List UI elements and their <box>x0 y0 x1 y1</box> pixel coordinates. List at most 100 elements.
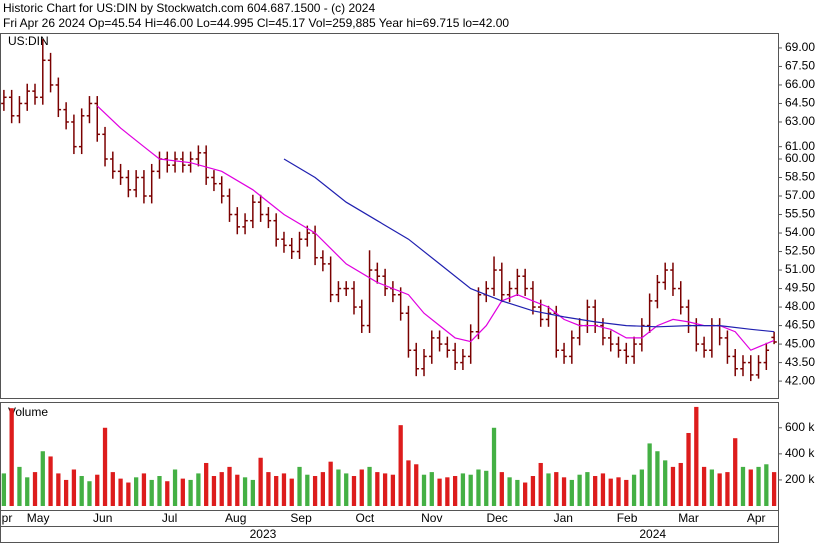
y-tick-label: 60.00 <box>785 151 815 165</box>
volume-bar <box>686 432 691 506</box>
volume-bar <box>258 457 263 506</box>
y-tick-label: 600 k <box>785 420 815 434</box>
volume-bar <box>188 479 193 506</box>
volume-bar <box>740 466 746 506</box>
volume-bar <box>79 476 84 506</box>
x-tick-label: Apr <box>747 511 766 525</box>
volume-bar <box>118 478 123 506</box>
volume-bar <box>624 479 629 506</box>
volume-bar <box>250 479 255 506</box>
volume-bar <box>709 469 715 506</box>
volume-bar <box>87 481 92 506</box>
volume-bar <box>134 477 139 506</box>
volume-bar <box>670 466 676 506</box>
volume-bar <box>266 472 271 506</box>
volume-bar <box>172 469 178 506</box>
volume-bar <box>344 473 349 506</box>
volume-bar <box>9 408 14 506</box>
volume-bar <box>484 470 489 506</box>
y-tick-label: 61.00 <box>785 139 815 153</box>
volume-bar <box>165 481 170 506</box>
x-tick-label: Dec <box>486 511 507 525</box>
volume-bar <box>211 476 217 506</box>
y-tick-label: 58.50 <box>785 170 815 184</box>
volume-bar <box>141 473 147 506</box>
x-tick-label: Aug <box>225 511 246 525</box>
volume-bar <box>725 472 730 506</box>
volume-label: Volume <box>8 405 48 419</box>
y-tick-label: 200 k <box>785 472 815 486</box>
year-label: 2024 <box>639 527 666 541</box>
y-tick-label: 66.00 <box>785 77 815 91</box>
y-tick-label: 46.50 <box>785 318 815 332</box>
volume-bar <box>336 469 341 506</box>
volume-bar <box>554 472 559 506</box>
y-tick-label: 63.00 <box>785 114 815 128</box>
volume-bar <box>149 479 154 506</box>
x-tick-label: Jan <box>554 511 573 525</box>
volume-bar <box>616 477 621 506</box>
y-tick-label: 55.50 <box>785 207 815 221</box>
volume-bar <box>546 473 551 506</box>
volume-bar <box>196 473 201 506</box>
volume-bar <box>242 477 248 506</box>
y-tick-label: 52.50 <box>785 244 815 258</box>
x-tick-label: Jun <box>93 511 112 525</box>
volume-bar <box>48 456 53 506</box>
volume-bar <box>639 469 644 506</box>
volume-bar <box>631 474 637 506</box>
volume-bar <box>663 460 668 506</box>
volume-bar <box>748 469 753 506</box>
volume-bar <box>227 466 232 506</box>
x-tick-label: Feb <box>617 511 638 525</box>
chart-subtitle: Fri Apr 26 2024 Op=45.54 Hi=46.00 Lo=44.… <box>3 16 509 30</box>
volume-bar <box>17 466 22 506</box>
volume-bar <box>561 477 567 506</box>
volume-bar <box>414 464 419 506</box>
volume-bar <box>382 473 388 506</box>
y-tick-label: 48.00 <box>785 299 815 313</box>
volume-bar <box>569 479 574 506</box>
volume-bar <box>305 474 310 506</box>
volume-bar <box>530 476 536 506</box>
volume-bar <box>219 472 224 506</box>
y-tick-label: 67.50 <box>785 59 815 73</box>
volume-bar <box>771 472 777 506</box>
volume-bar <box>445 477 450 506</box>
x-tick-label: Nov <box>421 511 442 525</box>
volume-bar <box>351 476 357 506</box>
volume-bar <box>40 451 45 506</box>
volume-bar <box>359 469 364 506</box>
volume-bar <box>523 482 528 506</box>
x-tick-label: Oct <box>356 511 375 525</box>
volume-bar <box>56 473 61 506</box>
volume-bar <box>515 479 520 506</box>
price-panel <box>0 33 779 399</box>
volume-bar <box>398 425 403 506</box>
volume-bar <box>63 479 69 506</box>
volume-bar <box>390 474 396 506</box>
volume-bar <box>678 462 683 506</box>
volume-bar <box>180 478 185 506</box>
volume-bar <box>600 473 606 506</box>
volume-bar <box>110 472 115 506</box>
volume-bar <box>756 466 761 506</box>
volume-bar <box>312 476 318 506</box>
x-tick-label: Jul <box>162 511 177 525</box>
volume-bar <box>647 443 652 506</box>
volume-bar <box>452 476 458 506</box>
volume-bar <box>764 464 769 506</box>
x-tick-label: pr <box>2 511 13 525</box>
y-tick-label: 42.00 <box>785 373 815 387</box>
y-tick-label: 45.00 <box>785 336 815 350</box>
volume-bar <box>375 472 380 506</box>
volume-bar <box>593 476 598 506</box>
volume-bar <box>71 469 77 506</box>
chart-title: Historic Chart for US:DIN by Stockwatch.… <box>3 1 375 15</box>
volume-bar <box>95 474 100 506</box>
volume-bar <box>297 466 302 506</box>
volume-bar <box>499 472 504 506</box>
volume-bar <box>733 438 738 506</box>
y-tick-label: 64.50 <box>785 96 815 110</box>
